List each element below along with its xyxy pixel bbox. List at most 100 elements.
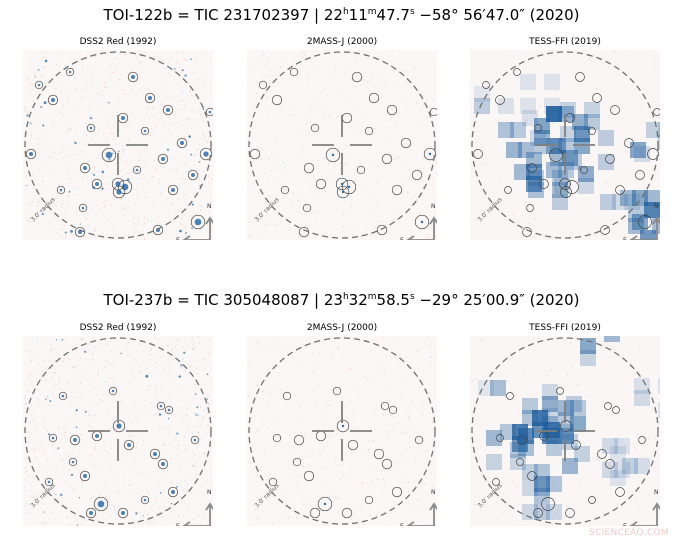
faint-star bbox=[108, 101, 110, 104]
noise-speck bbox=[397, 112, 400, 114]
noise-speck bbox=[114, 137, 116, 139]
noise-speck bbox=[210, 443, 212, 445]
noise-speck bbox=[120, 198, 122, 200]
noise-speck bbox=[33, 449, 36, 451]
noise-speck bbox=[651, 125, 653, 127]
noise-speck bbox=[42, 57, 44, 59]
tess-pixel bbox=[506, 142, 522, 158]
noise-speck bbox=[300, 147, 302, 149]
faint-star bbox=[195, 413, 198, 416]
noise-speck bbox=[250, 234, 252, 236]
noise-speck bbox=[295, 362, 297, 364]
noise-speck bbox=[134, 230, 136, 232]
noise-speck bbox=[343, 213, 345, 215]
noise-speck bbox=[124, 194, 126, 196]
noise-speck bbox=[104, 206, 106, 208]
star-marker bbox=[108, 386, 118, 396]
noise-speck bbox=[617, 222, 619, 224]
noise-speck bbox=[139, 511, 141, 514]
noise-speck bbox=[340, 218, 342, 220]
noise-speck bbox=[177, 209, 179, 211]
noise-speck bbox=[92, 346, 94, 348]
noise-speck bbox=[147, 77, 149, 79]
noise-speck bbox=[551, 213, 553, 215]
noise-speck bbox=[322, 403, 324, 405]
noise-speck bbox=[343, 236, 345, 238]
noise-speck bbox=[138, 343, 140, 345]
noise-speck bbox=[91, 433, 93, 436]
noise-speck bbox=[98, 129, 100, 131]
noise-speck bbox=[207, 412, 209, 414]
noise-speck bbox=[101, 239, 103, 240]
noise-speck bbox=[191, 215, 193, 217]
noise-speck bbox=[398, 460, 400, 462]
noise-speck bbox=[151, 176, 153, 178]
noise-speck bbox=[405, 432, 407, 434]
noise-speck bbox=[615, 200, 617, 202]
noise-speck bbox=[299, 119, 301, 121]
noise-speck bbox=[89, 483, 91, 485]
noise-speck bbox=[212, 437, 213, 439]
noise-speck bbox=[330, 153, 332, 155]
noise-speck bbox=[56, 232, 58, 234]
noise-speck bbox=[141, 178, 143, 180]
noise-speck bbox=[184, 105, 186, 107]
star-marker bbox=[292, 457, 302, 467]
star bbox=[115, 181, 121, 187]
noise-speck bbox=[32, 116, 34, 118]
noise-speck bbox=[434, 223, 436, 225]
faint-star bbox=[167, 344, 169, 347]
noise-speck bbox=[193, 465, 195, 467]
noise-speck bbox=[299, 193, 301, 195]
noise-speck bbox=[107, 54, 109, 56]
noise-speck bbox=[176, 122, 178, 124]
noise-speck bbox=[92, 65, 95, 67]
noise-speck bbox=[164, 205, 166, 208]
noise-speck bbox=[553, 484, 555, 486]
noise-speck bbox=[153, 502, 155, 504]
noise-speck bbox=[378, 165, 380, 167]
noise-speck bbox=[262, 390, 264, 392]
star-marker bbox=[123, 439, 135, 451]
noise-speck bbox=[189, 406, 191, 408]
compass-east-label: E bbox=[623, 237, 627, 240]
faint-star bbox=[29, 122, 32, 125]
noise-speck bbox=[191, 464, 193, 466]
noise-speck bbox=[406, 356, 408, 358]
noise-speck bbox=[275, 348, 277, 350]
star-marker bbox=[335, 177, 349, 191]
noise-speck bbox=[37, 398, 39, 400]
noise-speck bbox=[500, 178, 503, 180]
noise-speck bbox=[113, 505, 115, 507]
noise-speck bbox=[647, 417, 649, 419]
noise-speck bbox=[294, 115, 296, 117]
noise-speck bbox=[314, 406, 316, 408]
noise-speck bbox=[654, 55, 656, 57]
noise-speck bbox=[413, 165, 415, 167]
noise-speck bbox=[25, 503, 27, 505]
noise-speck bbox=[145, 399, 147, 401]
noise-speck bbox=[59, 235, 62, 237]
noise-speck bbox=[153, 160, 155, 162]
noise-speck bbox=[656, 84, 658, 86]
noise-speck bbox=[174, 70, 176, 72]
search-radius-circle bbox=[248, 337, 436, 525]
noise-speck bbox=[212, 99, 213, 101]
faint-star bbox=[49, 400, 52, 402]
noise-speck bbox=[139, 450, 141, 452]
noise-speck bbox=[300, 361, 302, 363]
faint-star bbox=[78, 497, 81, 499]
noise-speck bbox=[46, 369, 48, 371]
noise-speck bbox=[313, 390, 315, 392]
faint-star bbox=[101, 187, 104, 190]
noise-speck bbox=[349, 509, 351, 511]
noise-speck bbox=[159, 506, 161, 508]
noise-speck bbox=[115, 492, 117, 494]
noise-speck bbox=[352, 427, 354, 430]
noise-speck bbox=[183, 59, 185, 61]
noise-speck bbox=[613, 71, 615, 73]
noise-speck bbox=[149, 408, 151, 411]
noise-speck bbox=[200, 424, 202, 426]
noise-speck bbox=[181, 346, 184, 348]
noise-speck bbox=[24, 107, 26, 109]
